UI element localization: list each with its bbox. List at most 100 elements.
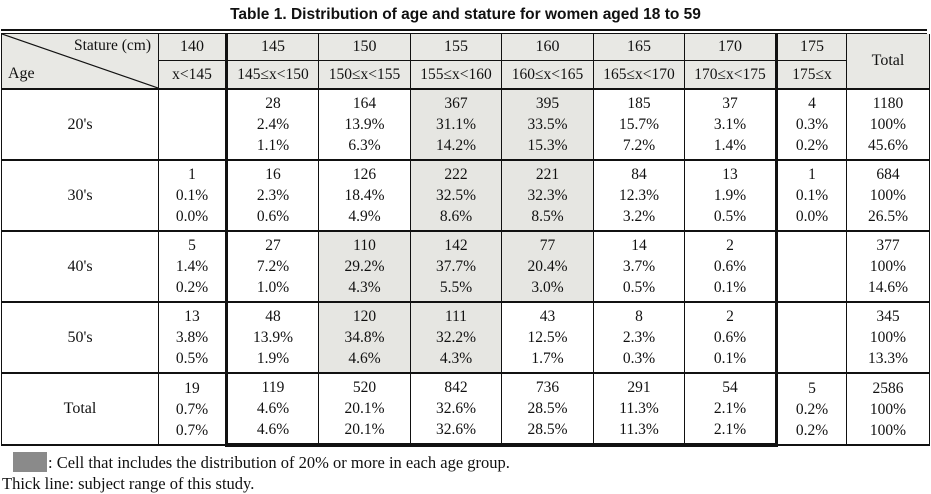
count-line: 1180 [872, 95, 904, 112]
data-cell: 13 3.8% 0.5% [158, 301, 227, 374]
table-row: 30's 1 0.1% 0.0% 16 2.3% 0.6% 126 18.4% 4.9% 222 32… [1, 159, 930, 232]
total-percent-line: 3.2% [622, 208, 656, 225]
total-percent-line: 0.6% [256, 208, 290, 225]
age-row-label: Total [1, 372, 159, 446]
data-cell: 16 2.3% 0.6% [225, 159, 319, 232]
count-line: 126 [352, 166, 377, 183]
row-percent-line: 37.7% [435, 258, 477, 275]
data-cell: 142 37.7% 5.5% [410, 230, 502, 303]
row-total-cell: 377 100% 14.6% [846, 230, 930, 303]
row-percent-line: 11.3% [619, 400, 659, 417]
total-percent-line: 1.0% [256, 279, 290, 296]
total-percent-line: 3.0% [531, 279, 564, 296]
stature-range-header-175: 175≤x [775, 60, 847, 90]
data-cell: 37 3.1% 1.4% [684, 88, 777, 161]
data-cell: 367 31.1% 14.2% [410, 88, 502, 161]
row-percent-line: 0.6% [713, 329, 747, 346]
stature-col-header-165: 165 [593, 34, 685, 61]
total-percent-line: 4.6% [348, 350, 381, 367]
row-percent-line: 100% [869, 400, 907, 418]
top-double-rule [1, 29, 927, 34]
distribution-table: Stature (cm) Age 140 145 150 155 160 165… [1, 34, 930, 447]
total-percent-line: 8.6% [439, 208, 473, 225]
data-cell: 119 4.6% 4.6% [225, 372, 319, 447]
row-percent-line: 100% [869, 187, 907, 204]
data-cell: 4 0.3% 0.2% [775, 88, 847, 161]
row-percent-line: 0.1% [795, 187, 829, 204]
row-percent-line: 32.3% [527, 187, 568, 204]
total-percent-line: 20.1% [344, 421, 385, 438]
data-cell: 2 0.6% 0.1% [684, 230, 777, 303]
data-cell [775, 301, 847, 374]
row-percent-line: 1.9% [713, 187, 747, 204]
count-line: 5 [188, 237, 196, 254]
age-row-label: 30's [1, 159, 159, 232]
total-percent-line: 0.0% [795, 208, 829, 225]
stature-range-header-145: 145≤x<150 [225, 60, 319, 90]
row-total-cell: 345 100% 13.3% [846, 301, 930, 374]
data-cell: 54 2.1% 2.1% [684, 372, 777, 447]
age-row-label: 40's [1, 230, 159, 303]
total-percent-line: 7.2% [622, 137, 656, 154]
row-percent-line: 3.1% [713, 116, 747, 133]
row-percent-line: 2.1% [713, 400, 747, 417]
row-percent-line: 7.2% [256, 258, 290, 275]
count-line: 27 [265, 237, 281, 254]
total-percent-line: 32.6% [435, 421, 477, 438]
total-col-header: Total [846, 34, 930, 90]
count-line: 13 [184, 308, 200, 325]
row-total-cell: 1180 100% 45.6% [846, 88, 930, 161]
data-cell: 126 18.4% 4.9% [318, 159, 411, 232]
data-cell [775, 230, 847, 303]
row-percent-line: 12.5% [527, 329, 568, 346]
count-line: 84 [631, 166, 647, 183]
row-percent-line: 4.6% [256, 400, 290, 417]
stature-col-header-145: 145 [225, 34, 319, 61]
total-percent-line: 14.2% [435, 137, 477, 154]
total-percent-line: 5.5% [439, 279, 473, 296]
total-percent-line: 28.5% [527, 421, 568, 438]
row-percent-line: 15.7% [618, 116, 660, 133]
data-cell [158, 88, 227, 161]
stature-range-header-160: 160≤x<165 [501, 60, 594, 90]
count-line: 43 [539, 308, 556, 325]
stature-range-header-150: 150≤x<155 [318, 60, 411, 90]
data-cell: 291 11.3% 11.3% [593, 372, 685, 447]
row-percent-line: 34.8% [344, 329, 385, 346]
row-percent-line: 0.7% [175, 400, 209, 418]
count-line: 37 [722, 95, 738, 112]
stature-col-header-140: 140 [158, 34, 227, 61]
data-cell: 395 33.5% 15.3% [501, 88, 594, 161]
row-percent-line: 12.3% [618, 187, 660, 204]
data-cell: 164 13.9% 6.3% [318, 88, 411, 161]
count-line: 5 [808, 379, 816, 397]
total-percent-line: 0.5% [622, 279, 656, 296]
row-percent-line: 28.5% [527, 400, 568, 417]
data-cell: 185 15.7% 7.2% [593, 88, 685, 161]
row-percent-line: 100% [869, 258, 907, 275]
count-line: 110 [353, 237, 376, 254]
data-cell: 1 0.1% 0.0% [158, 159, 227, 232]
corner-cell: Stature (cm) Age [1, 34, 159, 90]
data-cell: 1 0.1% 0.0% [775, 159, 847, 232]
data-cell: 111 32.2% 4.3% [410, 301, 502, 374]
data-cell: 5 0.2% 0.2% [775, 372, 847, 446]
row-percent-line: 3.8% [175, 329, 209, 346]
total-percent-line: 0.3% [622, 350, 656, 367]
count-line: 377 [876, 237, 900, 254]
total-percent-line: 45.6% [867, 137, 909, 154]
data-cell: 77 20.4% 3.0% [501, 230, 594, 303]
count-line: 185 [627, 95, 651, 112]
total-percent-line: 4.6% [256, 421, 290, 438]
count-line: 14 [631, 237, 647, 254]
stature-col-header-160: 160 [501, 34, 594, 61]
count-line: 16 [265, 166, 281, 183]
data-cell: 43 12.5% 1.7% [501, 301, 594, 374]
count-line: 222 [444, 166, 468, 183]
row-percent-line: 32.6% [435, 400, 477, 417]
legend: : Cell that includes the distribution of… [0, 452, 931, 494]
count-line: 736 [535, 379, 560, 396]
row-percent-line: 32.2% [435, 329, 477, 346]
row-percent-line: 2.3% [256, 187, 290, 204]
total-percent-line: 4.9% [348, 208, 381, 225]
